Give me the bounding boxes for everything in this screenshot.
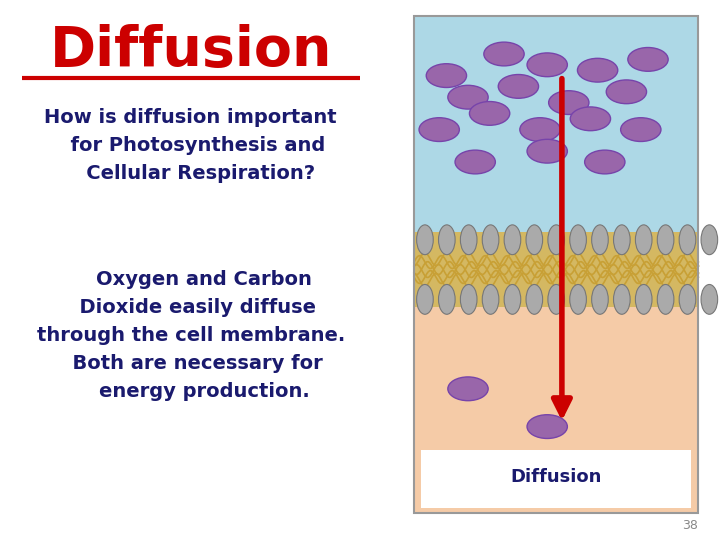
- Ellipse shape: [482, 225, 499, 255]
- Ellipse shape: [469, 102, 510, 125]
- Ellipse shape: [482, 285, 499, 314]
- Ellipse shape: [613, 225, 630, 255]
- Ellipse shape: [455, 150, 495, 174]
- Ellipse shape: [621, 118, 661, 141]
- Ellipse shape: [701, 285, 718, 314]
- Ellipse shape: [577, 58, 618, 82]
- Ellipse shape: [438, 225, 455, 255]
- Bar: [421, 450, 691, 508]
- Ellipse shape: [701, 225, 718, 255]
- Ellipse shape: [548, 225, 564, 255]
- Text: 38: 38: [683, 519, 698, 532]
- Ellipse shape: [526, 225, 543, 255]
- Text: Oxygen and Carbon
  Dioxide easily diffuse
through the cell membrane.
  Both are: Oxygen and Carbon Dioxide easily diffuse…: [37, 270, 345, 401]
- Ellipse shape: [570, 107, 611, 131]
- Ellipse shape: [592, 225, 608, 255]
- Ellipse shape: [520, 118, 560, 141]
- Ellipse shape: [592, 285, 608, 314]
- Ellipse shape: [628, 48, 668, 71]
- Ellipse shape: [426, 64, 467, 87]
- Ellipse shape: [606, 80, 647, 104]
- Bar: [414, 232, 698, 307]
- Ellipse shape: [504, 285, 521, 314]
- Ellipse shape: [448, 377, 488, 401]
- Ellipse shape: [570, 225, 586, 255]
- Ellipse shape: [448, 85, 488, 109]
- Bar: [414, 307, 698, 513]
- Ellipse shape: [585, 150, 625, 174]
- Ellipse shape: [548, 285, 564, 314]
- Ellipse shape: [460, 225, 477, 255]
- Ellipse shape: [549, 91, 589, 114]
- Ellipse shape: [438, 285, 455, 314]
- Ellipse shape: [657, 285, 674, 314]
- Ellipse shape: [526, 285, 543, 314]
- Text: Diffusion: Diffusion: [510, 468, 602, 486]
- Ellipse shape: [679, 285, 696, 314]
- Ellipse shape: [460, 285, 477, 314]
- Ellipse shape: [679, 225, 696, 255]
- Text: Diffusion: Diffusion: [50, 24, 332, 78]
- Bar: [414, 16, 698, 232]
- Ellipse shape: [417, 225, 433, 255]
- Ellipse shape: [635, 285, 652, 314]
- Ellipse shape: [417, 285, 433, 314]
- Ellipse shape: [484, 42, 524, 66]
- Ellipse shape: [635, 225, 652, 255]
- Text: How is diffusion important
  for Photosynthesis and
   Cellular Respiration?: How is diffusion important for Photosynt…: [45, 108, 337, 183]
- Ellipse shape: [613, 285, 630, 314]
- Ellipse shape: [419, 118, 459, 141]
- Ellipse shape: [527, 53, 567, 77]
- Ellipse shape: [657, 225, 674, 255]
- Ellipse shape: [504, 225, 521, 255]
- Ellipse shape: [527, 139, 567, 163]
- Bar: [414, 16, 698, 513]
- Ellipse shape: [570, 285, 586, 314]
- Ellipse shape: [498, 75, 539, 98]
- Ellipse shape: [527, 415, 567, 438]
